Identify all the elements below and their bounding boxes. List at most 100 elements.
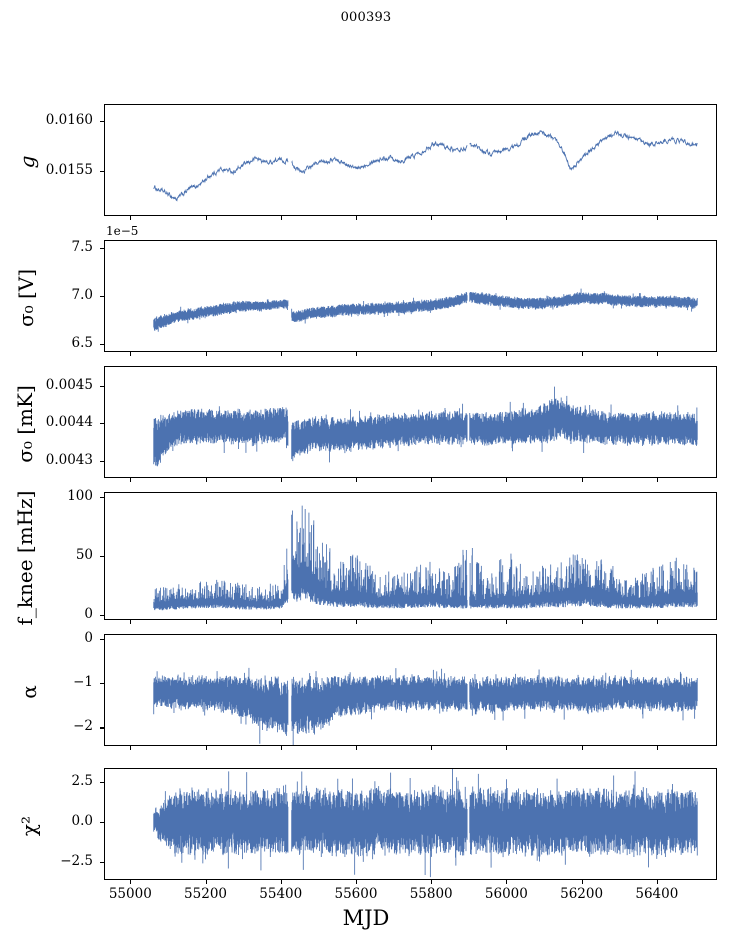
ytick-label-p2-0: 0.0045 [45, 376, 93, 393]
xtick-mark-p4-3 [355, 746, 358, 750]
xtick-mark-p5-1 [205, 880, 207, 884]
ytick-mark-p2-0 [100, 385, 104, 387]
xtick-mark-p0-7 [656, 216, 658, 220]
ytick-mark-p4-2 [100, 727, 104, 729]
xtick-mark-p3-1 [205, 620, 207, 624]
ytick-mark-p0-1 [100, 171, 104, 173]
ytick-mark-p3-0 [100, 496, 104, 498]
ytick-label-p3-0: 100 [67, 487, 93, 504]
panel-plot-2 [153, 386, 698, 467]
xtick-mark-p2-1 [205, 478, 207, 482]
xtick-mark-p5-2 [280, 880, 282, 884]
xtick-mark-p1-4 [431, 352, 433, 356]
xtick-label-0: 55000 [108, 886, 152, 902]
xtick-mark-p4-4 [431, 746, 433, 750]
xtick-mark-p3-2 [280, 620, 282, 624]
panel-plot-5 [153, 769, 698, 878]
xtick-mark-p1-5 [506, 352, 508, 356]
xtick-mark-p0-0 [130, 216, 132, 220]
xtick-mark-p5-4 [431, 880, 433, 884]
xlabel-mjd: MJD [342, 906, 390, 930]
xtick-mark-p2-3 [355, 478, 358, 482]
xtick-mark-p3-4 [431, 620, 433, 624]
ytick-label-p0-1: 0.0155 [45, 162, 93, 178]
xtick-label-4: 55800 [409, 886, 453, 902]
ytick-mark-p0-0 [100, 121, 104, 123]
xtick-mark-p2-5 [506, 478, 508, 482]
ytick-label-p3-2: 0 [84, 606, 93, 623]
ytick-mark-p5-0 [100, 782, 104, 784]
ytick-mark-p4-0 [100, 639, 104, 641]
xtick-mark-p3-3 [355, 620, 358, 624]
xtick-label-5: 56000 [484, 886, 528, 902]
figure-title: 000393 [340, 10, 392, 25]
ytick-label-p4-1: −1 [73, 674, 93, 691]
xtick-mark-p4-1 [205, 746, 207, 750]
xtick-mark-p5-3 [355, 880, 358, 884]
ytick-label-p5-2: −2.5 [60, 853, 93, 870]
xtick-mark-p2-0 [130, 478, 132, 482]
panel-fknee [104, 492, 717, 620]
offset-text-sigma0-volt: 1e−5 [106, 224, 139, 238]
xtick-mark-p0-3 [355, 216, 358, 220]
panel-plot-0 [153, 130, 698, 202]
panel-gain [104, 104, 717, 216]
ytick-label-p4-0: 0 [84, 630, 93, 647]
ytick-label-p2-1: 0.0044 [45, 414, 93, 431]
xtick-mark-p2-6 [581, 478, 583, 482]
xtick-label-2: 55400 [259, 886, 303, 902]
ytick-label-p3-1: 50 [75, 547, 93, 563]
xtick-mark-p1-6 [581, 352, 583, 356]
xtick-mark-p4-2 [280, 746, 282, 750]
panel-sigma0-mk [104, 366, 717, 478]
ytick-label-p5-0: 2.5 [71, 773, 93, 790]
xtick-mark-p0-4 [431, 216, 433, 220]
ytick-mark-p5-2 [100, 862, 104, 864]
xtick-label-7: 56400 [635, 886, 679, 902]
data-trace [153, 386, 698, 467]
xtick-mark-p5-6 [581, 880, 583, 884]
ytick-mark-p3-2 [100, 615, 104, 617]
ytick-mark-p5-1 [100, 822, 104, 824]
xtick-mark-p3-5 [506, 620, 508, 624]
ytick-label-p1-0: 7.5 [71, 238, 93, 255]
xtick-mark-p5-0 [130, 880, 132, 884]
xtick-mark-p1-3 [355, 352, 358, 356]
xtick-label-1: 55200 [184, 886, 228, 902]
xtick-mark-p3-7 [656, 620, 658, 624]
panel-plot-4 [153, 667, 698, 745]
panel-sigma0-volt [104, 240, 717, 352]
ytick-label-p0-0: 0.0160 [45, 112, 93, 128]
xtick-label-6: 56200 [560, 886, 604, 902]
xtick-mark-p5-5 [506, 880, 508, 884]
xtick-label-3: 55600 [334, 886, 378, 902]
xtick-mark-p3-0 [130, 620, 132, 624]
data-trace [153, 130, 698, 202]
xtick-mark-p0-5 [506, 216, 508, 220]
ytick-label-p1-1: 7.0 [71, 287, 93, 303]
data-trace [153, 769, 698, 878]
xtick-mark-p0-2 [280, 216, 282, 220]
ylabel-gain: g [15, 155, 39, 169]
ytick-mark-p1-2 [100, 344, 104, 346]
ytick-mark-p1-1 [100, 296, 104, 298]
xtick-mark-p4-7 [656, 746, 658, 750]
data-trace [153, 505, 698, 611]
xtick-mark-p0-1 [205, 216, 207, 220]
xtick-mark-p2-4 [431, 478, 433, 482]
xtick-mark-p3-6 [581, 620, 583, 624]
panel-chisq [104, 768, 717, 880]
ytick-mark-p2-2 [100, 461, 104, 463]
data-trace [153, 288, 698, 332]
panel-plot-1 [153, 288, 698, 332]
ytick-mark-p3-1 [100, 556, 104, 558]
ytick-label-p2-2: 0.0043 [45, 452, 93, 469]
data-trace [153, 667, 698, 745]
ytick-mark-p1-0 [100, 247, 104, 249]
xtick-mark-p1-7 [656, 352, 658, 356]
xtick-mark-p4-5 [506, 746, 508, 750]
panel-alpha [104, 634, 717, 746]
xtick-mark-p0-6 [581, 216, 583, 220]
xtick-mark-p2-2 [280, 478, 282, 482]
